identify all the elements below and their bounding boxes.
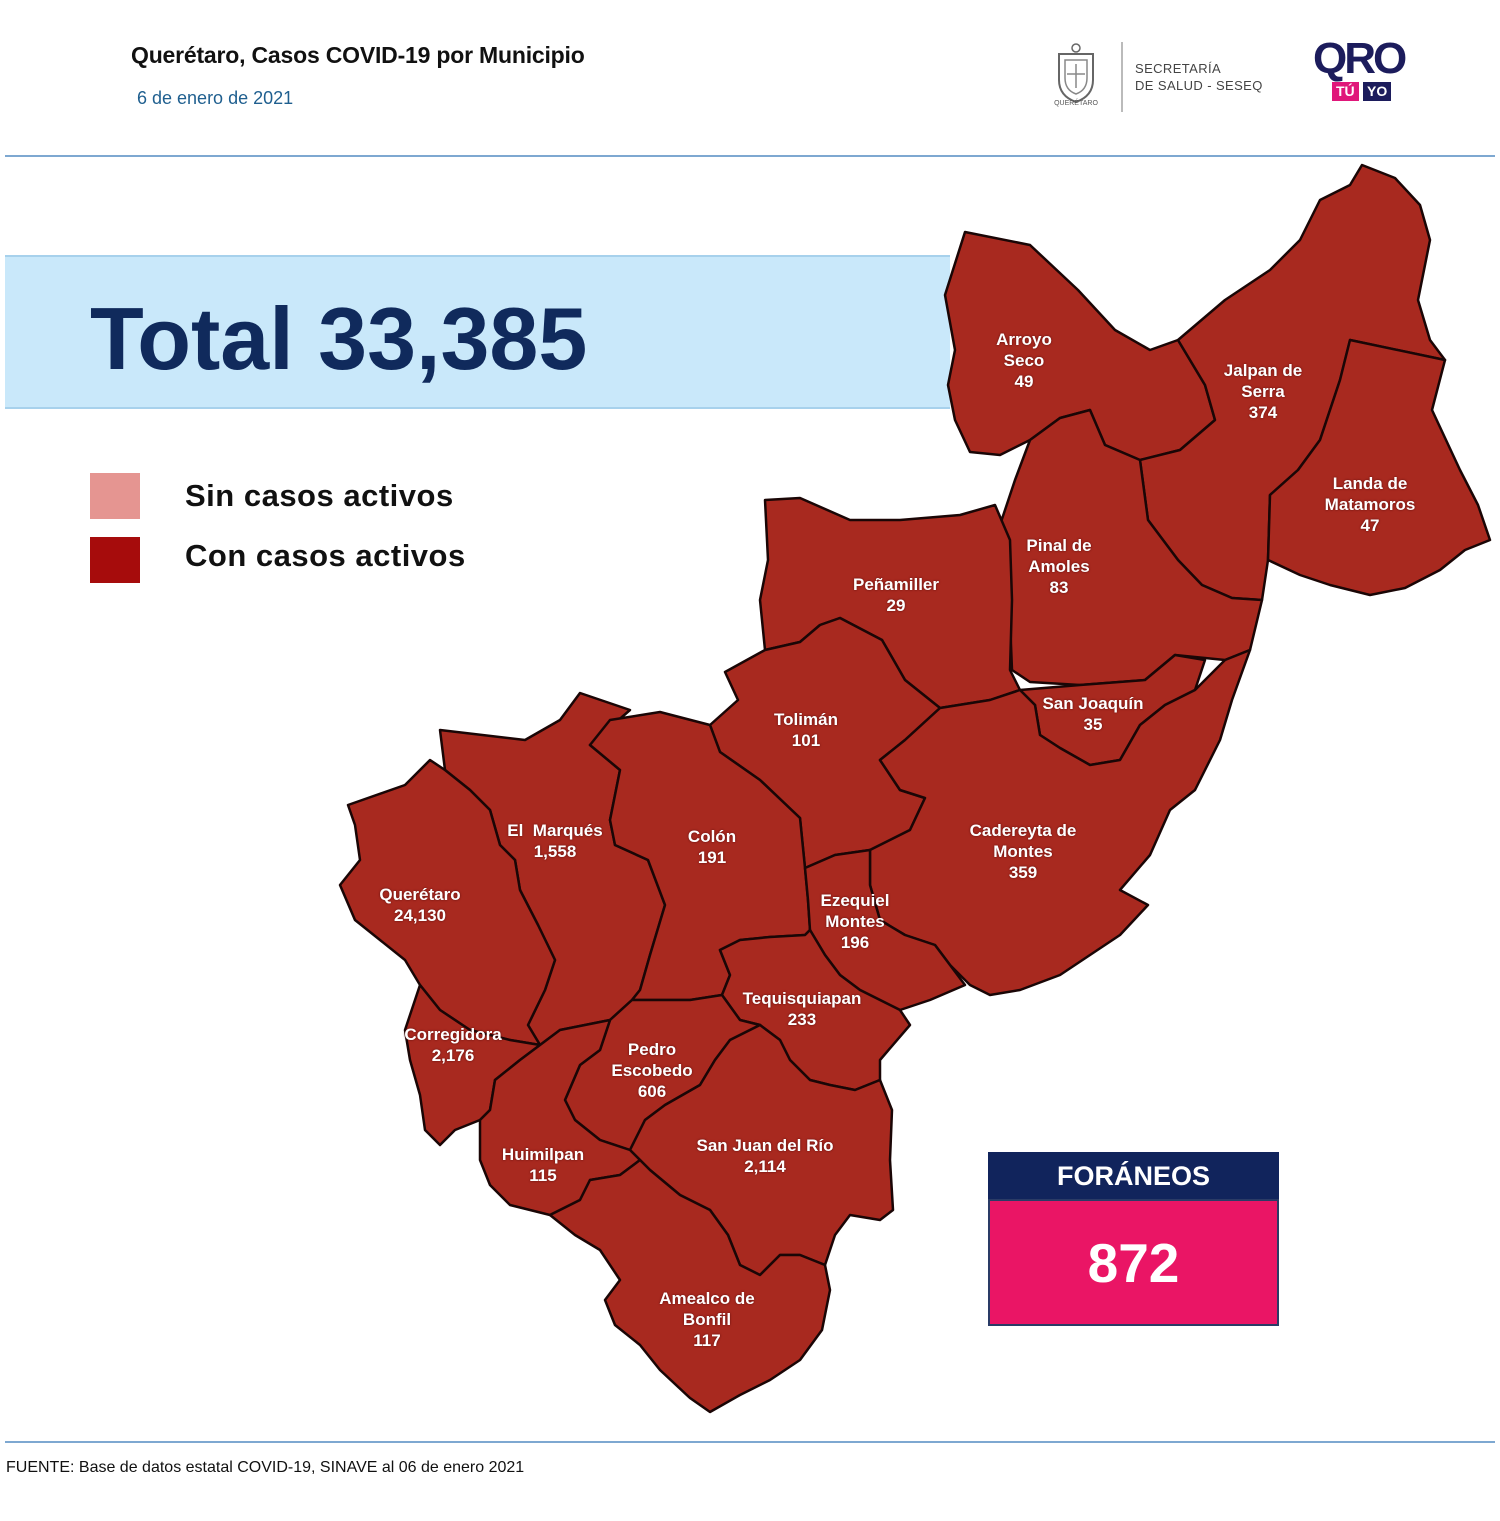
legend-swatch-con-casos — [90, 537, 140, 583]
municipio-name: Pinal de — [1026, 536, 1092, 555]
municipio-name: El Marqués — [507, 821, 603, 840]
municipio-name: Amealco de — [659, 1289, 755, 1308]
label-pinal-de-amoles: Pinal de Amoles 83 — [1026, 535, 1091, 598]
municipio-name: Matamoros — [1324, 495, 1416, 514]
legend-label-sin-casos: Sin casos activos — [185, 478, 454, 513]
municipio-name: Colón — [687, 827, 737, 846]
qro-logo-yo: YO — [1363, 82, 1392, 101]
municipio-cases: 101 — [791, 731, 821, 750]
label-tequisquiapan: Tequisquiapan 233 — [743, 988, 862, 1030]
label-cadereyta-de-montes: Cadereyta de Montes 359 — [970, 820, 1077, 883]
municipio-cases: 47 — [1360, 516, 1380, 535]
municipio-cases: 196 — [840, 933, 870, 952]
total-cases: Total 33,385 — [90, 289, 588, 388]
secretaria-line1: SECRETARÍA — [1135, 61, 1222, 76]
label-penamiller: Peñamiller 29 — [853, 574, 939, 616]
municipio-name: Landa de — [1332, 474, 1408, 493]
label-san-joaquin: San Joaquín 35 — [1042, 693, 1143, 735]
label-san-juan-del-rio: San Juan del Río 2,114 — [697, 1135, 834, 1177]
label-colon: Colón 191 — [688, 826, 736, 868]
municipio-name: Huimilpan — [501, 1145, 585, 1164]
label-toliman: Tolimán 101 — [774, 709, 838, 751]
state-seal-icon — [1058, 43, 1094, 104]
legend-swatch-sin-casos — [90, 473, 140, 519]
municipio-name: Amoles — [1028, 557, 1090, 576]
municipio-name: Serra — [1241, 382, 1285, 401]
municipio-name: Seco — [1003, 351, 1045, 370]
municipio-name: San Juan del Río — [696, 1136, 834, 1155]
municipio-cases: 606 — [637, 1082, 667, 1101]
label-jalpan-de-serra: Jalpan de Serra 374 — [1224, 360, 1302, 423]
label-queretaro: Querétaro 24,130 — [379, 884, 460, 926]
municipio-cases: 24,130 — [394, 906, 446, 925]
municipio-name: Peñamiller — [853, 575, 939, 594]
municipio-name: Tequisquiapan — [742, 989, 862, 1008]
top-divider — [5, 155, 1495, 157]
source-note: FUENTE: Base de datos estatal COVID-19, … — [6, 1459, 525, 1476]
total-band — [5, 255, 950, 409]
report-date: 6 de enero de 2021 — [137, 88, 294, 108]
municipio-cases: 49 — [1014, 372, 1034, 391]
municipio-cases: 2,176 — [431, 1046, 475, 1065]
municipio-name: Pedro — [627, 1040, 677, 1059]
municipio-cases: 29 — [886, 596, 906, 615]
label-arroyo-seco: Arroyo Seco 49 — [996, 329, 1052, 392]
label-corregidora: Corregidora 2,176 — [404, 1024, 501, 1066]
municipio-name: Montes — [993, 842, 1053, 861]
secretaria-line2: DE SALUD - SESEQ — [1135, 78, 1263, 93]
municipio-cases: 1,558 — [533, 842, 577, 861]
label-amealco-de-bonfil: Amealco de Bonfil 117 — [659, 1288, 754, 1351]
foraneos-box: FORÁNEOS 872 — [988, 1152, 1279, 1326]
municipio-name: Tolimán — [774, 710, 838, 729]
region-corregidora — [403, 983, 542, 1147]
region-amealco-de-bonfil — [548, 1158, 832, 1414]
municipio-cases: 191 — [697, 848, 727, 867]
logo-divider — [1121, 42, 1123, 112]
municipio-cases: 374 — [1248, 403, 1278, 422]
seal-caption: QUERÉTARO — [1054, 100, 1098, 107]
foraneos-label: FORÁNEOS — [988, 1152, 1279, 1199]
municipio-cases: 2,114 — [744, 1157, 786, 1176]
municipio-cases: 233 — [787, 1010, 817, 1029]
label-landa-de-matamoros: Landa de Matamoros 47 — [1325, 473, 1416, 536]
page-title: Querétaro, Casos COVID-19 por Municipio — [131, 42, 585, 68]
region-landa-de-matamoros — [1266, 338, 1492, 597]
municipio-cases: 83 — [1049, 578, 1069, 597]
municipio-name: San Joaquín — [1042, 694, 1144, 713]
municipio-cases: 359 — [1008, 863, 1038, 882]
municipio-name: Escobedo — [611, 1061, 693, 1080]
municipio-cases: 115 — [529, 1166, 557, 1185]
qro-logo-tu: TÚ — [1332, 82, 1359, 101]
municipio-name: Jalpan de — [1223, 361, 1303, 380]
municipio-name: Ezequiel — [820, 891, 890, 910]
municipio-name: Bonfil — [682, 1310, 732, 1329]
municipio-name: Querétaro — [379, 885, 461, 904]
foraneos-value: 872 — [988, 1199, 1279, 1326]
municipio-name: Cadereyta de — [969, 821, 1077, 840]
bottom-divider — [5, 1441, 1495, 1443]
label-el-marques: El Marqués 1,558 — [507, 820, 602, 862]
legend-label-con-casos: Con casos activos — [185, 538, 466, 573]
qro-logo: QRO — [1313, 34, 1407, 83]
municipio-name: Montes — [825, 912, 885, 931]
label-pedro-escobedo: Pedro Escobedo 606 — [611, 1039, 692, 1102]
municipio-cases: 35 — [1083, 715, 1103, 734]
municipio-name: Arroyo — [996, 330, 1052, 349]
municipio-cases: 117 — [693, 1331, 721, 1350]
label-ezequiel-montes: Ezequiel Montes 196 — [821, 890, 890, 953]
label-huimilpan: Huimilpan 115 — [502, 1144, 584, 1186]
municipio-name: Corregidora — [404, 1025, 502, 1044]
